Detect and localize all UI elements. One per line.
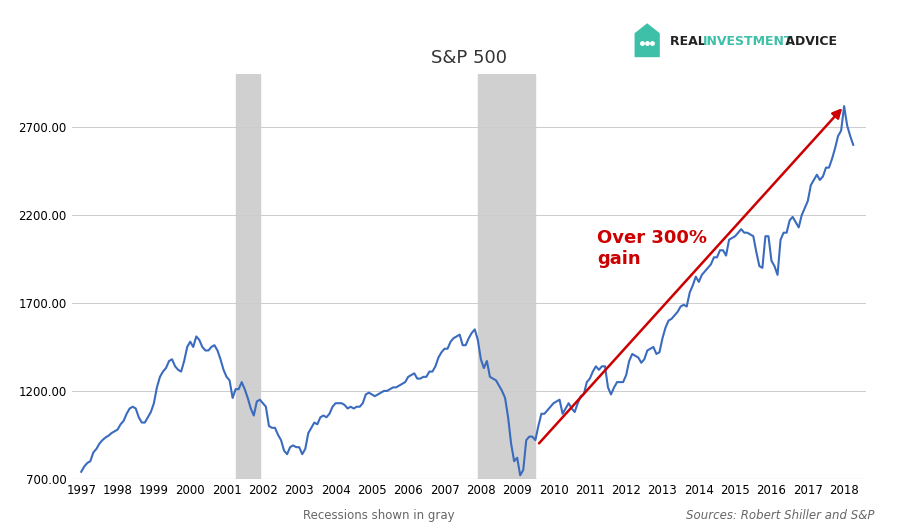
Text: ADVICE: ADVICE <box>781 35 837 47</box>
Text: Sources: Robert Shiller and S&P: Sources: Robert Shiller and S&P <box>686 509 875 522</box>
Text: REAL: REAL <box>670 35 710 47</box>
Text: INVESTMENT: INVESTMENT <box>703 35 793 47</box>
Text: Over 300%
gain: Over 300% gain <box>597 229 707 268</box>
Bar <box>235 74 260 479</box>
Polygon shape <box>635 23 660 57</box>
Title: S&P 500: S&P 500 <box>431 49 507 68</box>
Text: Recessions shown in gray: Recessions shown in gray <box>303 509 455 522</box>
Bar <box>478 74 536 479</box>
